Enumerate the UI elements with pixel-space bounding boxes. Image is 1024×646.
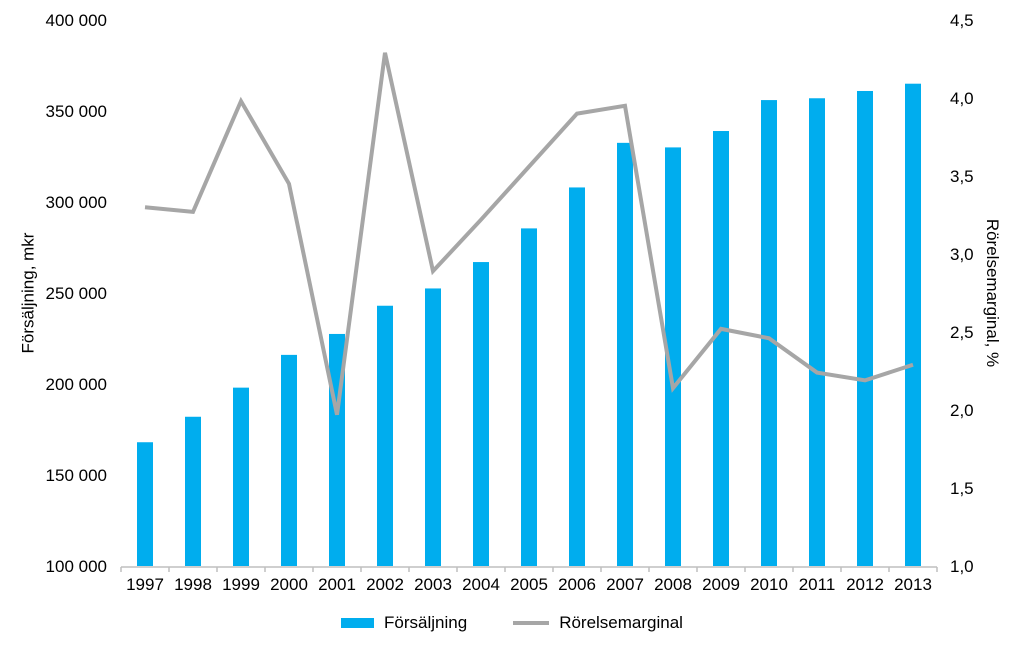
left-tick-label: 250 000 — [46, 284, 107, 303]
right-tick-label: 2,5 — [950, 323, 974, 342]
bar-1999 — [233, 387, 249, 566]
left-tick-label: 200 000 — [46, 375, 107, 394]
right-tick-label: 3,0 — [950, 245, 974, 264]
x-tick-label: 2006 — [558, 575, 596, 594]
legend-bar-swatch — [341, 618, 375, 628]
legend-line-swatch — [513, 621, 550, 625]
x-tick-label: 2010 — [750, 575, 788, 594]
bar-2005 — [521, 228, 537, 566]
legend-line-label: Rörelsemarginal — [559, 613, 683, 632]
right-tick-label: 1,0 — [950, 557, 974, 576]
left-tick-label: 100 000 — [46, 557, 107, 576]
x-tick-label: 2004 — [462, 575, 500, 594]
x-tick-label: 2009 — [702, 575, 740, 594]
bar-2012 — [857, 90, 873, 566]
bar-2013 — [905, 83, 921, 566]
right-tick-label: 1,5 — [950, 479, 974, 498]
left-tick-label: 150 000 — [46, 466, 107, 485]
x-tick-label: 2008 — [654, 575, 692, 594]
x-tick-label: 1998 — [174, 575, 212, 594]
bar-2010 — [761, 100, 777, 566]
legend: Försäljning Rörelsemarginal — [0, 610, 1024, 636]
bar-2003 — [425, 288, 441, 566]
x-tick-label: 2001 — [318, 575, 356, 594]
right-tick-label: 2,0 — [950, 401, 974, 420]
x-tick-label: 2013 — [894, 575, 932, 594]
x-tick-label: 2003 — [414, 575, 452, 594]
bar-1998 — [185, 416, 201, 566]
bar-2000 — [281, 354, 297, 566]
bar-2004 — [473, 262, 489, 566]
x-tick-label: 2012 — [846, 575, 884, 594]
bar-2009 — [713, 131, 729, 566]
x-tick-label: 2007 — [606, 575, 644, 594]
right-tick-label: 4,5 — [950, 11, 974, 30]
bar-2008 — [665, 147, 681, 566]
x-tick-label: 2005 — [510, 575, 548, 594]
right-tick-label: 3,5 — [950, 167, 974, 186]
x-tick-label: 2011 — [799, 575, 836, 594]
x-tick-label: 2002 — [366, 575, 404, 594]
x-tick-label: 1997 — [126, 575, 164, 594]
right-tick-label: 4,0 — [950, 89, 974, 108]
bar-1997 — [137, 442, 153, 566]
margin-line — [144, 52, 914, 416]
x-tick-label: 1999 — [222, 575, 260, 594]
legend-bar-label: Försäljning — [384, 613, 468, 632]
bar-2011 — [809, 98, 825, 566]
bar-2006 — [569, 187, 585, 566]
left-tick-label: 300 000 — [46, 193, 107, 212]
left-tick-label: 350 000 — [46, 102, 107, 121]
x-tick-label: 2000 — [270, 575, 308, 594]
bar-2002 — [377, 305, 393, 566]
left-tick-label: 400 000 — [46, 11, 107, 30]
bar-2007 — [617, 142, 633, 566]
